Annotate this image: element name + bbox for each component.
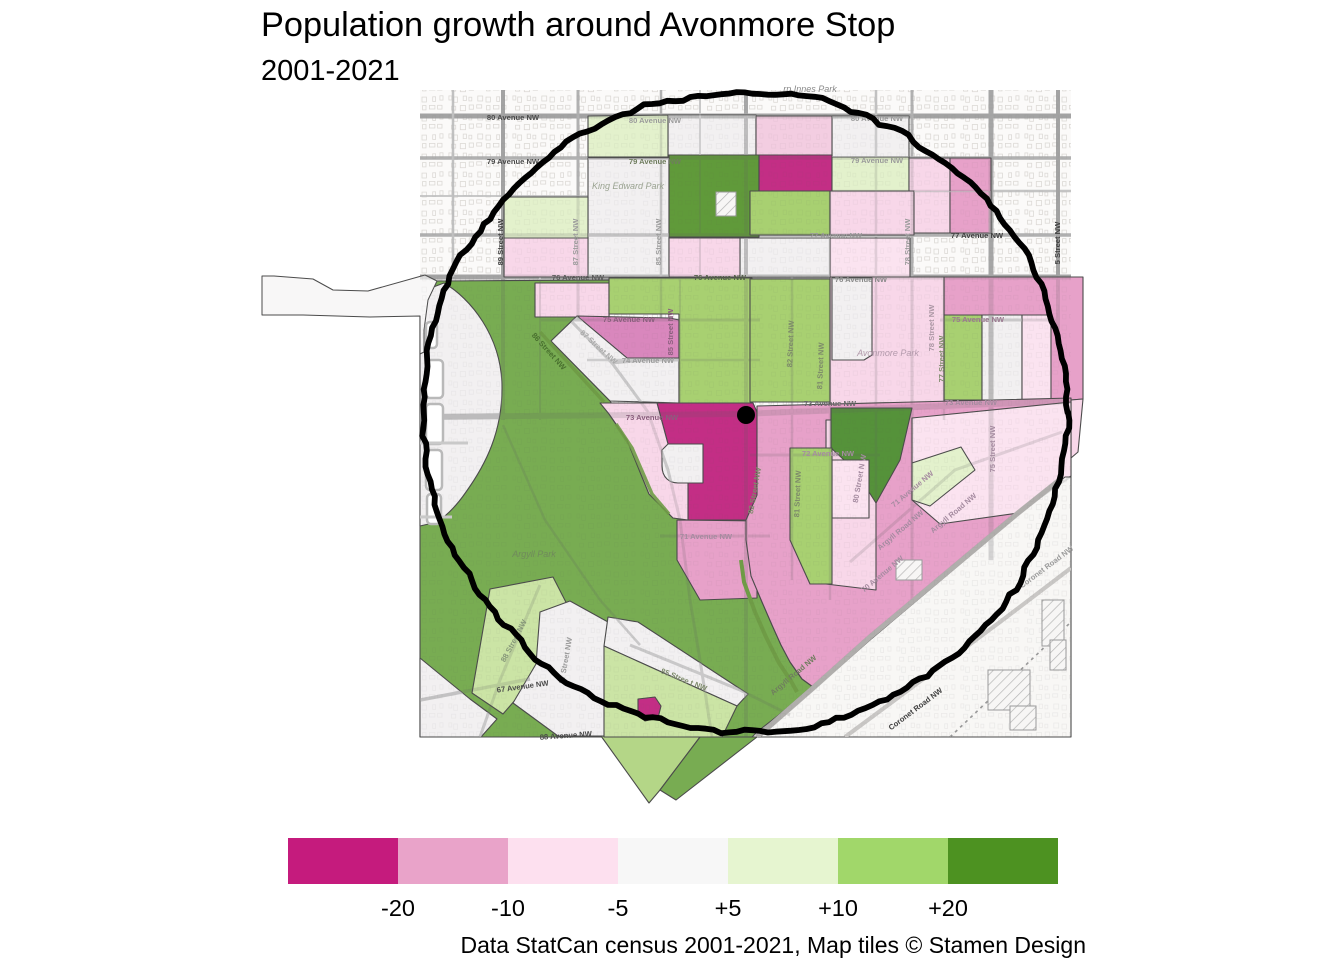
svg-text:80 Avenue NW: 80 Avenue NW — [629, 116, 682, 125]
svg-text:76 Avenue NW: 76 Avenue NW — [552, 273, 605, 282]
svg-text:Argyll Park: Argyll Park — [511, 549, 556, 559]
svg-text:76 Avenue NW: 76 Avenue NW — [835, 275, 888, 284]
svg-text:89 Street NW: 89 Street NW — [496, 218, 505, 266]
svg-text:85 Street NW: 85 Street NW — [654, 218, 663, 266]
svg-text:King Edward Park: King Edward Park — [592, 181, 665, 191]
svg-text:80 Avenue NW: 80 Avenue NW — [851, 114, 904, 123]
svg-text:87 Street NW: 87 Street NW — [571, 218, 580, 266]
svg-text:71 Avenue NW: 71 Avenue NW — [680, 532, 733, 541]
svg-text:5 Street NW: 5 Street NW — [1053, 221, 1062, 264]
svg-text:73 Avenue NW: 73 Avenue NW — [804, 399, 857, 408]
svg-text:77 Street NW: 77 Street NW — [937, 335, 946, 383]
svg-text:79 Avenue NW: 79 Avenue NW — [487, 157, 540, 166]
svg-text:81 Street NW: 81 Street NW — [815, 342, 826, 390]
svg-text:73 Avenue NW: 73 Avenue NW — [945, 398, 998, 407]
svg-text:79 Avenue NW: 79 Avenue NW — [629, 157, 682, 166]
svg-text:80 Avenue NW: 80 Avenue NW — [487, 113, 540, 122]
svg-text:73 Avenue NW: 73 Avenue NW — [626, 413, 679, 422]
svg-text:78 Street NW: 78 Street NW — [927, 304, 936, 352]
svg-text:77 Avenue NW: 77 Avenue NW — [951, 231, 1004, 240]
svg-text:76 Avenue NW: 76 Avenue NW — [694, 273, 747, 282]
svg-text:88 Avenue NW: 88 Avenue NW — [539, 729, 593, 742]
svg-text:78 Street NW: 78 Street NW — [903, 218, 912, 266]
svg-text:75 Avenue NW: 75 Avenue NW — [603, 315, 656, 324]
svg-text:75 Street NW: 75 Street NW — [988, 425, 997, 473]
svg-text:77 Avenue NW: 77 Avenue NW — [810, 231, 863, 240]
svg-text:79 Avenue NW: 79 Avenue NW — [851, 156, 904, 165]
svg-text:72 Avenue NW: 72 Avenue NW — [802, 449, 855, 458]
svg-text:Avonmore Park: Avonmore Park — [856, 348, 919, 358]
svg-text:75 Avenue NW: 75 Avenue NW — [952, 315, 1005, 324]
svg-text:74 Avenue NW: 74 Avenue NW — [622, 356, 675, 365]
svg-text:81 Street NW: 81 Street NW — [792, 470, 803, 518]
svg-text:rp Innes Park: rp Innes Park — [783, 84, 837, 94]
svg-text:82 Street NW: 82 Street NW — [785, 320, 796, 368]
svg-text:85 Street NW: 85 Street NW — [666, 308, 675, 356]
